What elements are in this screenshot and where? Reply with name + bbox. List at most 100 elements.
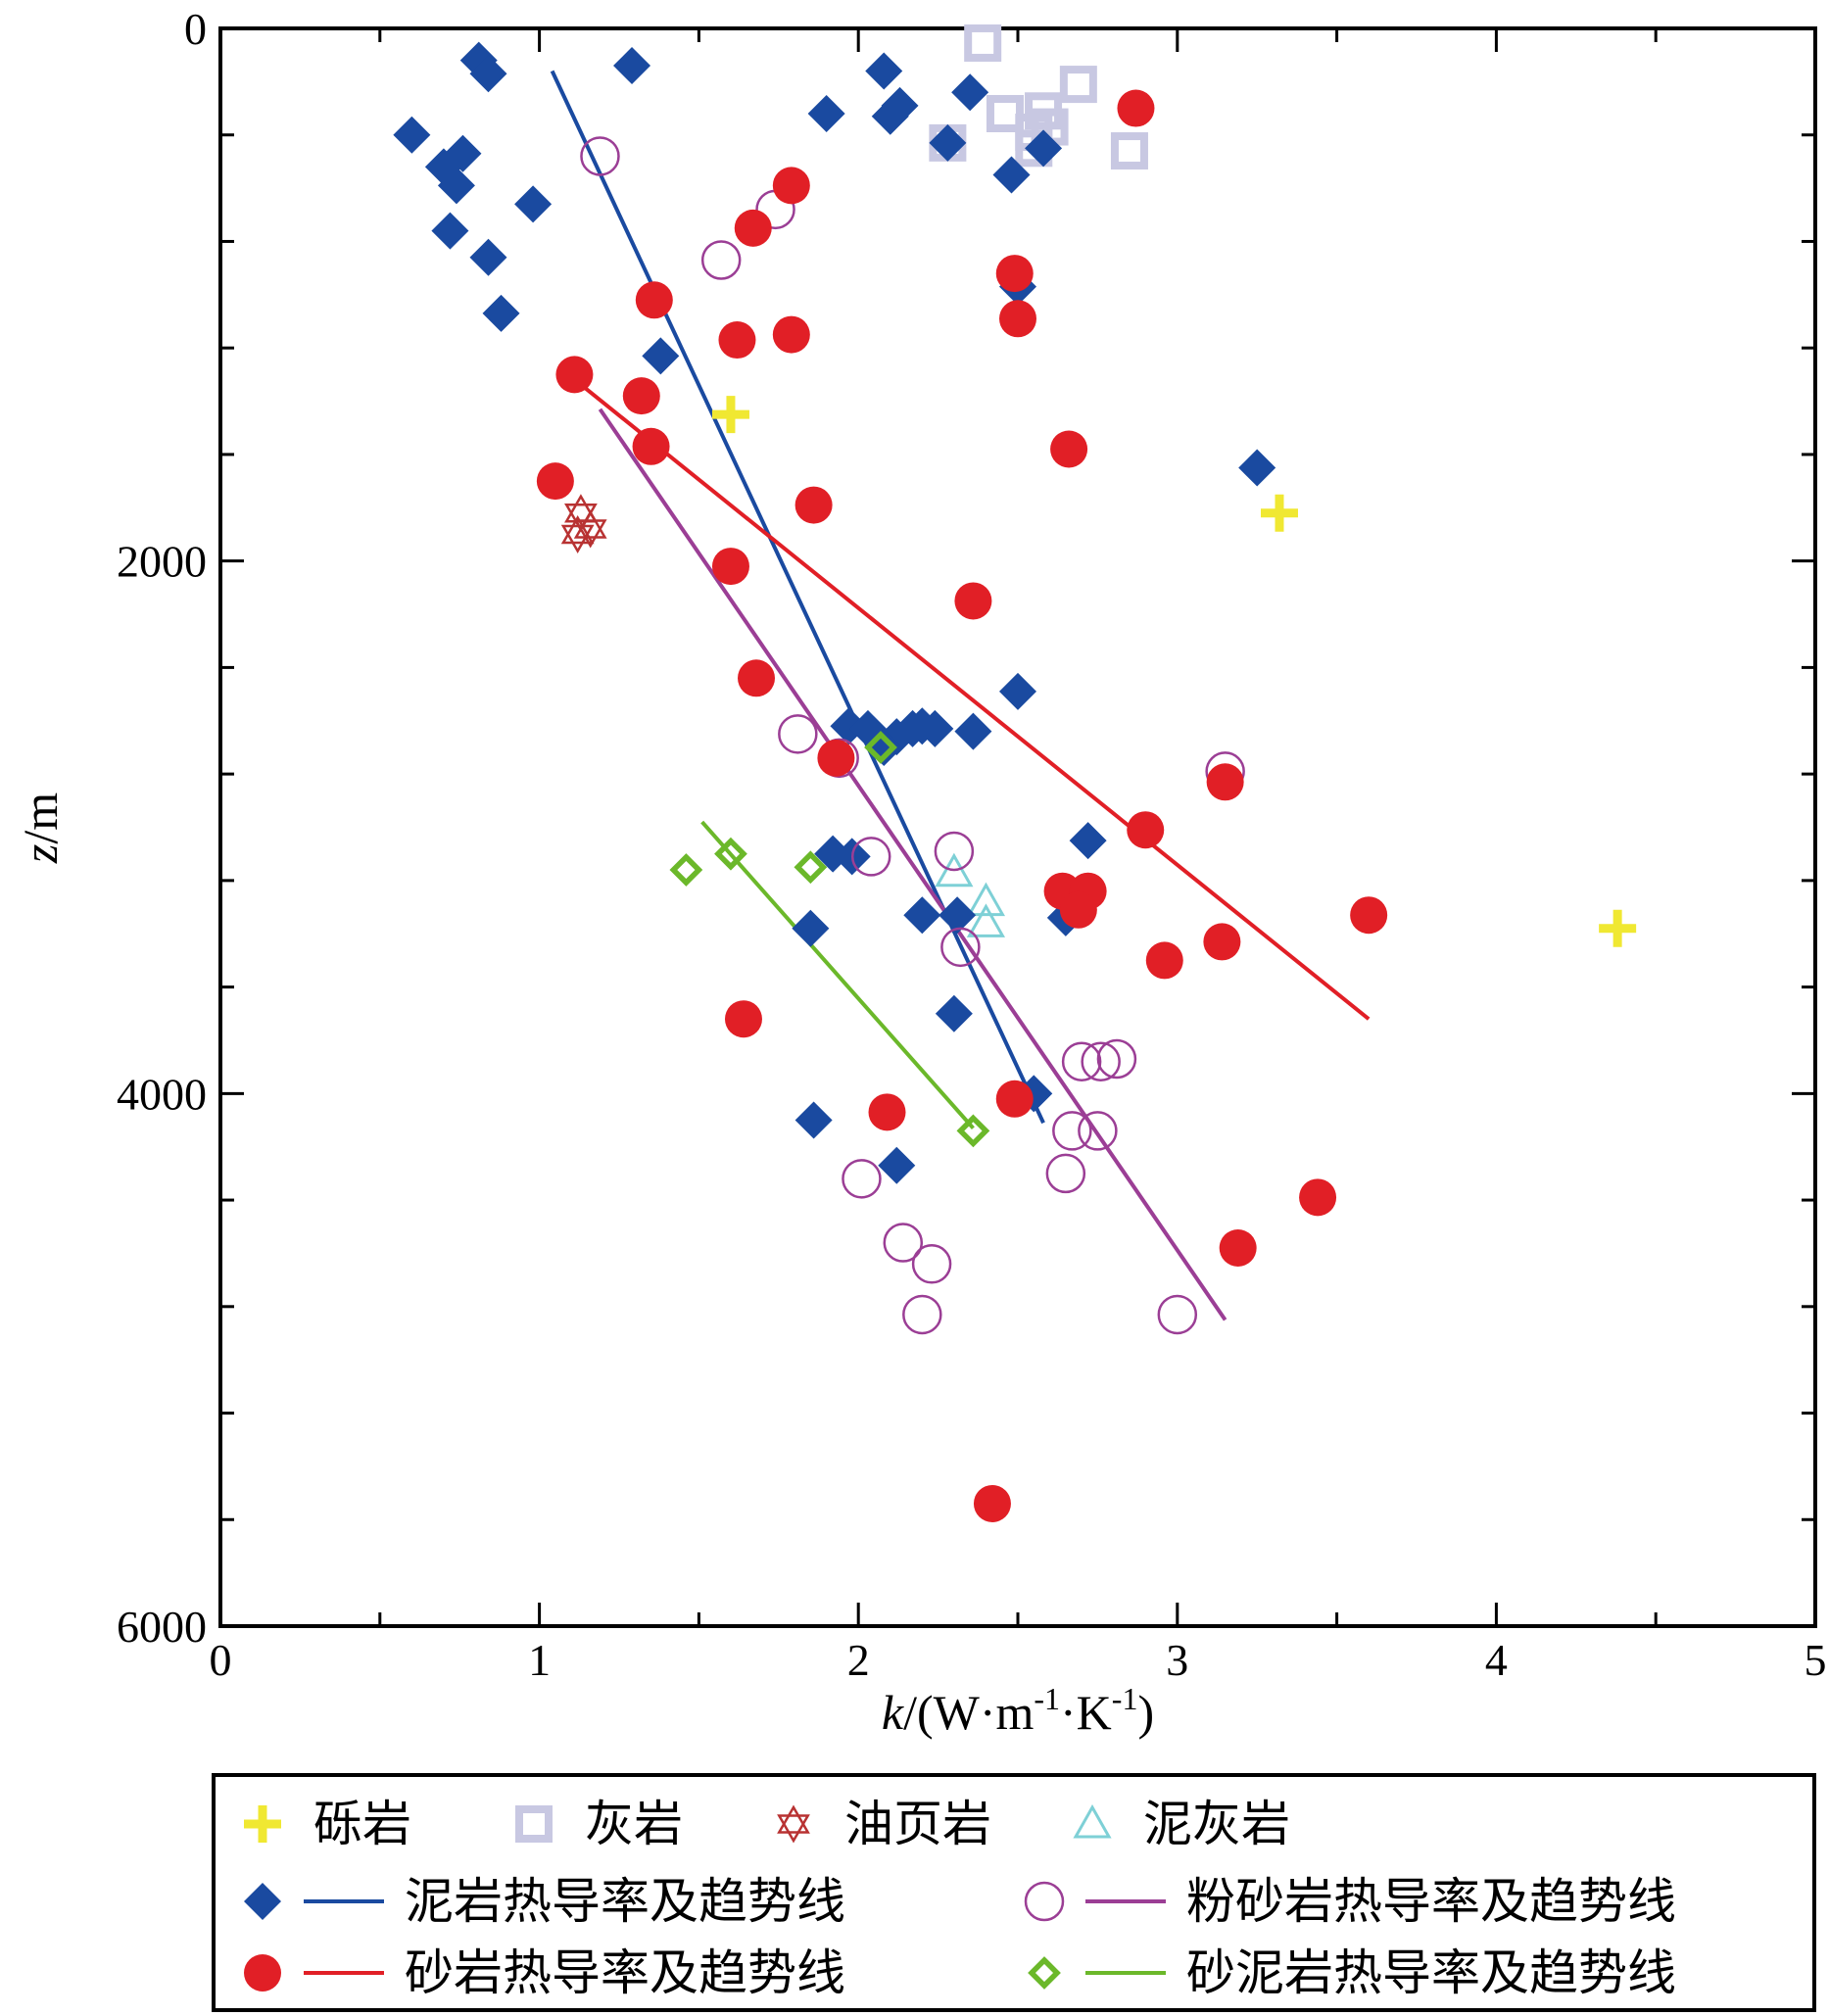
mudstone-point: [431, 212, 469, 250]
legend-label: 砂岩热导率及趋势线: [405, 1944, 845, 2001]
legend-marker-sandy_mud: [1028, 1956, 1061, 1990]
sandstone-point: [794, 486, 833, 524]
conglomerate-point: [711, 396, 749, 434]
sandstone-point: [738, 659, 776, 697]
sandstone-point: [1299, 1178, 1337, 1217]
legend-label: 灰岩: [585, 1796, 683, 1852]
silt-point: [934, 831, 975, 872]
legend-item-mudstone: 泥岩热导率及趋势线: [244, 1873, 845, 1930]
limestone-point: [1059, 66, 1097, 104]
sandstone-point: [724, 1000, 762, 1038]
limestone-point: [964, 24, 1002, 62]
sandstone-point: [1117, 89, 1155, 127]
mudstone-point: [871, 97, 909, 135]
legend-item-limestone: 灰岩: [515, 1796, 683, 1852]
sandstone-point: [555, 356, 594, 394]
mudstone-point: [794, 1101, 833, 1139]
conglomerate-point: [1260, 494, 1298, 532]
mudstone-point: [951, 73, 989, 112]
mudstone-point: [613, 47, 651, 85]
sandstone-point: [635, 281, 673, 319]
x-tick-label: 4: [1485, 1635, 1508, 1685]
silt-point: [902, 1294, 942, 1335]
mudstone-point: [999, 672, 1036, 710]
mudstone-point: [482, 294, 520, 332]
sandy_mud-point: [956, 1114, 990, 1148]
sandy_mud-point: [714, 837, 747, 871]
sandstone-point: [973, 1484, 1011, 1522]
silt-point: [1081, 1041, 1121, 1081]
sandstone-point: [954, 582, 992, 620]
mudstone-point: [1025, 129, 1063, 168]
conglomerate-point: [1599, 909, 1637, 947]
sandstone-point: [536, 462, 574, 501]
mudstone-point: [865, 52, 903, 90]
legend-item-sandstone: 砂岩热导率及趋势线: [244, 1944, 845, 2001]
silt-point: [883, 1223, 924, 1263]
sandstone-point: [1206, 763, 1244, 801]
legend-item-oil_shale: 油页岩: [777, 1796, 991, 1852]
silt-point: [580, 136, 620, 176]
mudstone-point: [469, 238, 507, 276]
silt-point: [1096, 1038, 1137, 1080]
mudstone-point: [469, 55, 507, 93]
x-axis-label: k/(W·m-1·K-1): [882, 1681, 1154, 1740]
sandstone-point: [711, 548, 749, 586]
silt-point: [940, 927, 981, 968]
sandstone-point: [999, 300, 1036, 338]
y-tick-label: 6000: [117, 1602, 207, 1652]
legend-label: 砂泥岩热导率及趋势线: [1186, 1944, 1676, 2001]
sandstone-point: [1350, 896, 1388, 935]
marl-point: [935, 852, 974, 888]
silt-trendline: [598, 408, 1227, 1321]
sandstone-point: [772, 167, 810, 205]
marl-point: [966, 882, 1006, 917]
mudstone-point: [459, 41, 498, 79]
mudstone-point: [954, 712, 992, 750]
legend-marker-marl: [1073, 1803, 1112, 1839]
sandstone-point: [817, 739, 855, 777]
mudstone-point: [807, 94, 845, 132]
y-tick-label: 4000: [117, 1069, 207, 1119]
silt-point: [700, 240, 742, 280]
x-tick-label: 3: [1166, 1635, 1188, 1685]
legend-frame: [212, 1773, 1816, 2012]
sandstone-point: [1127, 811, 1165, 849]
sandstone-point: [1203, 923, 1241, 961]
sandstone-point: [1059, 890, 1097, 929]
mudstone-point: [1238, 449, 1276, 487]
mudstone-point: [878, 1146, 916, 1184]
sandstone-point: [995, 255, 1034, 293]
legend-item-conglomerate: 砾岩: [244, 1796, 411, 1852]
legend-marker-mudstone: [244, 1883, 281, 1920]
legend-label: 泥灰岩: [1143, 1796, 1290, 1852]
oil_shale-point: [560, 514, 595, 553]
mudstone-point: [437, 167, 475, 205]
data-points: [393, 24, 1637, 1522]
mudstone-point: [1069, 822, 1107, 860]
mudstone-point: [935, 994, 973, 1032]
legend-marker-conglomerate: [244, 1805, 281, 1843]
silt-point: [850, 837, 891, 877]
limestone-point: [986, 94, 1024, 132]
mudstone-point: [916, 709, 954, 747]
legend-item-marl: 泥灰岩: [1073, 1796, 1290, 1852]
mudstone-point: [514, 185, 553, 223]
mudstone-point: [792, 909, 830, 947]
mudstone-point: [992, 156, 1031, 194]
sandstone-trendline: [556, 364, 1371, 1021]
sandstone-point: [734, 209, 772, 247]
sandy_mud-trendline: [700, 820, 975, 1129]
legend-label: 砾岩: [313, 1796, 411, 1852]
mudstone-point: [903, 896, 941, 935]
sandy_mud-point: [794, 850, 828, 885]
silt-point: [1052, 1111, 1092, 1151]
sandy_mud-point: [669, 853, 703, 887]
sandstone-point: [1050, 430, 1088, 468]
y-tick-label: 2000: [117, 537, 207, 587]
silt-point: [1061, 1041, 1102, 1081]
silt-point: [778, 714, 818, 754]
silt-point: [1157, 1294, 1198, 1335]
